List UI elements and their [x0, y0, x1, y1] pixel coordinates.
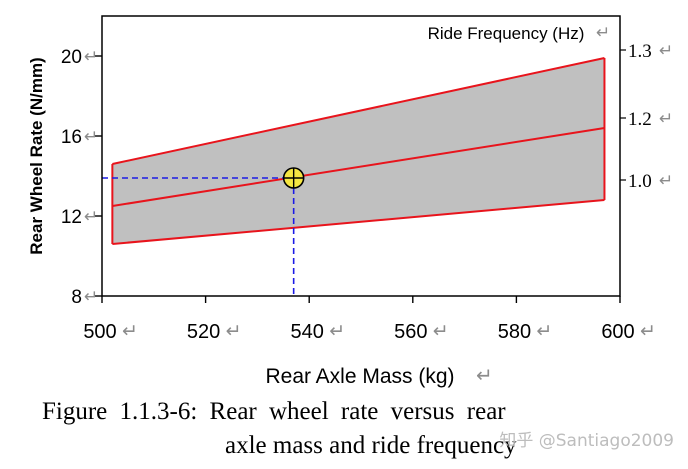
y-tick-label: 12: [61, 207, 82, 228]
right-tick-return-mark: ↵: [659, 41, 673, 60]
y-tick-label: 8: [71, 287, 82, 308]
figure-caption-line-2: axle mass and ride frequency: [225, 432, 517, 459]
y-axis-title: Rear Wheel Rate (N/mm): [27, 57, 46, 254]
right-axis-title: Ride Frequency (Hz): [428, 24, 585, 43]
y-tick-return-mark: ↵: [84, 207, 98, 226]
y-tick-return-mark: ↵: [84, 47, 98, 66]
plot-frame: [101, 15, 621, 297]
x-tick-return-mark: ↵: [433, 321, 449, 342]
right-tick-return-mark: ↵: [659, 109, 673, 128]
series-line-middle: [112, 127, 605, 207]
y-tick-label: 20: [61, 47, 82, 68]
x-tick-return-mark: ↵: [122, 321, 138, 342]
x-tick-return-mark: ↵: [329, 321, 345, 342]
x-tick-label: 600: [601, 321, 634, 343]
y-tick-label: 16: [61, 127, 82, 148]
y-tick-return-mark: ↵: [84, 287, 98, 306]
series-line-lower-bound: [112, 199, 605, 245]
right-tick-label: 1.2: [628, 109, 652, 130]
x-axis-title-return-mark: ↵: [476, 365, 493, 387]
y-tick-return-mark: ↵: [84, 127, 98, 146]
range-band: [112, 58, 605, 244]
right-tick-label: 1.0: [628, 171, 652, 192]
x-axis-title: Rear Axle Mass (kg): [265, 365, 454, 388]
chart: 500 ↵ 520 ↵ 540 ↵ 560 ↵ 580 ↵ 600 ↵8 ↵12 ↵16 ↵20 ↵ 1.3 ↵1…: [27, 15, 673, 388]
figure-caption-line-1: Figure 1.1.3-6: Rear wheel rate versus r…: [42, 398, 506, 425]
x-tick-return-mark: ↵: [536, 321, 552, 342]
x-tick-label: 580: [498, 321, 531, 343]
x-tick-label: 520: [187, 321, 220, 343]
x-tick-return-mark: ↵: [226, 321, 242, 342]
right-axis-title-return-mark: ↵: [596, 23, 610, 42]
x-tick-label: 560: [394, 321, 427, 343]
x-tick-label: 500: [83, 321, 116, 343]
chart-body: 500 ↵ 520 ↵ 540 ↵ 560 ↵ 580 ↵ 600 ↵8 ↵12 ↵16 ↵20 ↵ 1.3 ↵1…: [61, 15, 673, 343]
right-tick-label: 1.3: [628, 41, 652, 62]
x-tick-label: 540: [291, 321, 324, 343]
right-tick-return-mark: ↵: [659, 171, 673, 190]
x-tick-return-mark: ↵: [640, 321, 656, 342]
series-line-upper-bound: [112, 57, 605, 165]
watermark: 知乎 @Santiago2009: [499, 431, 674, 451]
